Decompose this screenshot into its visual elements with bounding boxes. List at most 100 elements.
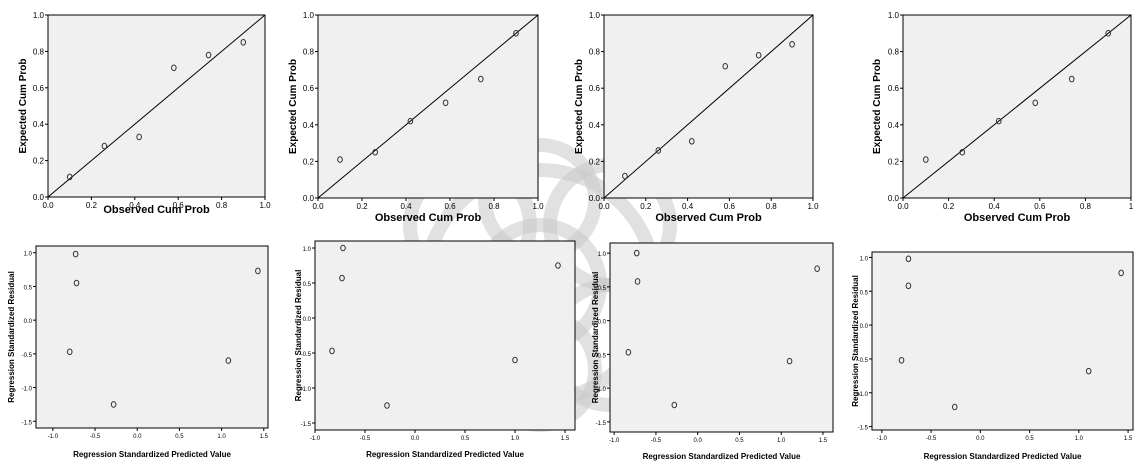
reference-line [902,14,1132,199]
y-tick-label: 0.4 [888,121,900,130]
y-tick-label: 1.0 [860,256,869,262]
data-point [633,249,640,257]
chart-8: -1.0 -0.5 0.0 0.5 1.0 1.5 1.0 0.5 0.0 -0.5 -1.0 -1.… [851,251,1134,461]
data-point [337,156,343,163]
y-tick-label: 1.0 [33,11,45,20]
y-tick-label: 0.4 [303,121,315,130]
x-tick-label: 0.0 [312,202,324,211]
data-point [384,402,390,409]
data-point [255,267,261,275]
x-tick-label: 0.8 [488,202,500,211]
data-point [1068,75,1075,83]
reference-line [47,14,266,198]
data-point [959,148,966,156]
x-tick-label: 1.0 [807,202,819,211]
y-tick-label: 0.8 [303,48,315,57]
x-tick-label: 1 [1129,202,1134,211]
y-tick-label: 1.0 [888,11,900,20]
data-point [73,279,80,287]
data-point [225,357,232,364]
x-tick-label: 0.5 [1025,436,1034,442]
x-tick-label: 0.6 [1034,202,1046,211]
data-point [898,356,905,364]
data-point [905,282,912,290]
y-tick-label: 0.0 [598,320,607,326]
y-tick-label: 0.2 [589,157,601,166]
y-axis-label: Regression Standardized Residual [851,275,860,407]
plot-area [609,242,834,433]
x-tick-label: -0.5 [926,436,937,442]
y-tick-label: -1.5 [22,420,33,426]
y-tick-label: 0.0 [589,194,601,203]
y-tick-label: 0.0 [303,317,312,323]
y-tick-label: -0.5 [301,352,312,358]
y-tick-label: 0.6 [888,84,900,93]
x-tick-label: 0.6 [444,202,456,211]
data-point [101,142,108,150]
x-axis-label: Observed Cum Prob [375,212,482,224]
x-tick-label: 0.4 [682,202,694,211]
x-axis-label: Observed Cum Prob [655,212,762,224]
data-point [513,30,519,37]
data-point [1085,367,1092,375]
y-axis-label: Regression Standardized Residual [294,270,303,402]
y-tick-label: 0.0 [33,193,45,202]
x-tick-label: 0.4 [129,201,141,210]
y-tick-label: -1.5 [301,422,312,428]
data-point [512,356,518,364]
chart-3: 0.0 0.2 0.4 0.6 0.8 1.0 0.0 0.2 0.4 0.6 0.8 1.0 Obse… [574,11,819,224]
x-tick-label: 0.5 [175,434,184,440]
data-point [625,349,632,356]
x-tick-label: 0.2 [640,202,652,211]
x-tick-label: 0.8 [766,202,778,211]
x-tick-label: 1.0 [532,202,544,211]
y-tick-label: -1.0 [301,387,312,393]
y-tick-label: 0.0 [24,319,33,325]
data-point [340,244,346,252]
x-tick-label: -1.0 [310,436,321,442]
x-tick-label: 1.0 [217,434,226,440]
x-tick-label: 1.0 [777,438,786,444]
x-tick-label: -1.0 [877,436,888,442]
x-axis-label: Regression Standardized Predicted Value [73,450,231,459]
x-tick-label: 0.4 [989,202,1001,211]
x-axis-label: Observed Cum Prob [964,212,1071,224]
y-tick-label: -1.0 [596,387,607,393]
x-tick-label: 1.5 [819,438,828,444]
x-tick-label: -0.5 [360,436,371,442]
chart-6: -1.0 -0.5 0.0 0.5 1.0 1.5 1.0 0.5 0.0 -0.5 -1.0 -1.… [294,240,576,459]
x-tick-label: 0.2 [86,201,98,210]
data-point [555,262,561,269]
y-tick-label: 0.4 [33,120,45,129]
data-point [136,133,142,141]
y-tick-label: 0.2 [33,157,45,166]
data-point [407,117,414,125]
chart-4: 0.0 0.2 0.4 0.6 0.8 1 0.0 0.2 0.4 0.6 0.8 1.0 Observ… [872,11,1134,224]
plot-area [35,245,269,429]
x-tick-label: -0.5 [651,438,662,444]
data-point [755,51,762,59]
y-tick-label: 0.5 [303,282,312,288]
y-tick-label: 0.6 [33,84,45,93]
y-tick-label: 0.5 [860,290,869,296]
x-axis-label: Observed Cum Prob [103,204,210,216]
y-tick-label: -1.5 [596,421,607,427]
y-tick-label: 0.8 [589,48,601,57]
y-tick-label: -0.5 [22,353,33,359]
data-point [951,403,958,411]
data-point [372,148,379,156]
y-tick-label: -1.0 [22,387,33,393]
data-point [789,40,795,48]
x-tick-label: 0.0 [897,202,909,211]
y-tick-label: 0.0 [303,194,315,203]
x-tick-label: 1.0 [1075,436,1084,442]
y-tick-label: 1.0 [589,11,601,20]
y-axis-label: Expected Cum Prob [18,58,29,153]
y-tick-label: 0.8 [33,47,45,56]
y-tick-label: 1.0 [303,247,312,253]
reference-line [317,14,539,199]
x-tick-label: 1.5 [260,434,269,440]
data-point [923,156,929,163]
data-point [995,117,1002,125]
